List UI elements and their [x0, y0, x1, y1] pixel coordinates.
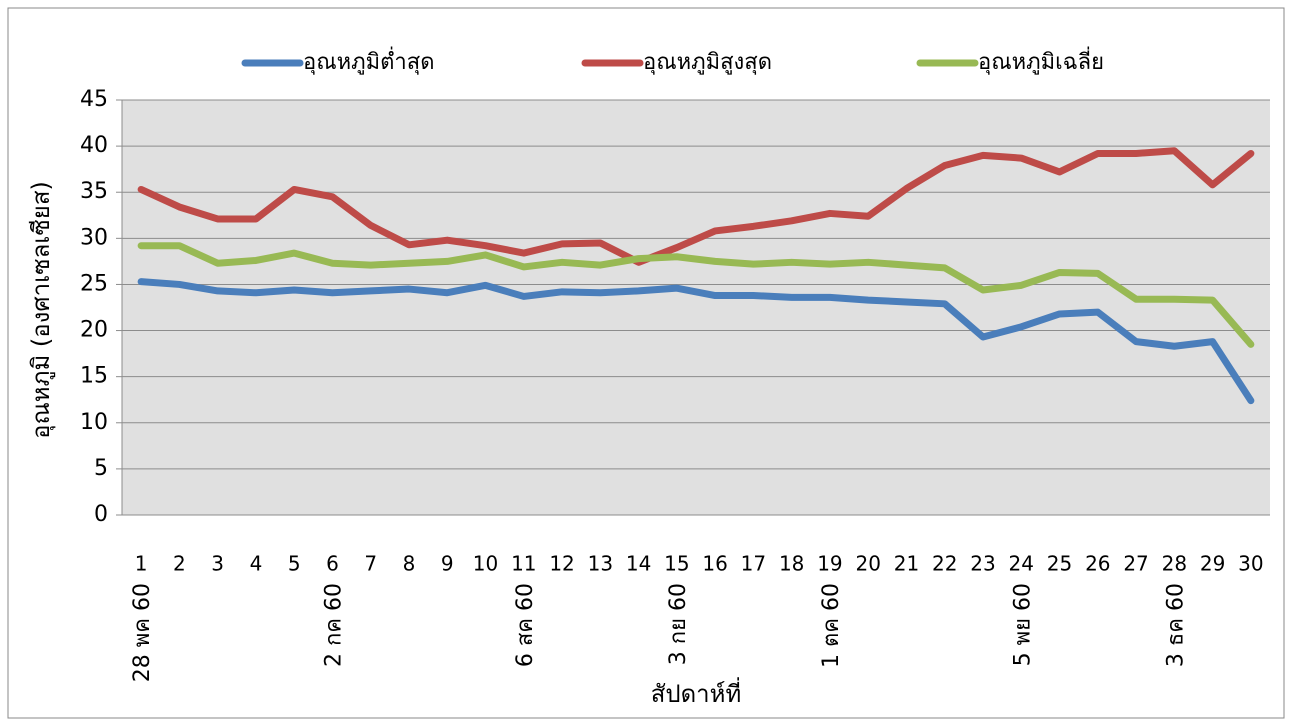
- x-tick-label: 5: [288, 552, 301, 576]
- y-tick-label: 15: [80, 364, 108, 389]
- x-tick-label: 8: [403, 552, 416, 576]
- y-tick-label: 20: [80, 318, 108, 343]
- series-line: [137, 242, 1255, 348]
- legend-label: อุณหภูมิต่ำสุด: [303, 46, 434, 75]
- x-tick-label: 10: [473, 552, 498, 576]
- x-tick-label: 6: [326, 552, 339, 576]
- y-tick-label: 0: [94, 502, 108, 527]
- x-tick-label: 26: [1085, 552, 1110, 576]
- plot-area: [122, 100, 1270, 515]
- date-label: 2 กค 60: [321, 583, 346, 667]
- x-tick-label: 20: [855, 552, 880, 576]
- date-label: 3 กย 60: [666, 583, 691, 665]
- x-tick-label: 2: [173, 552, 186, 576]
- x-tick-label: 22: [932, 552, 957, 576]
- y-axis-title: อุณหภูมิ (องศาเซลเซียส): [27, 181, 56, 439]
- y-tick-label: 10: [80, 410, 108, 435]
- x-tick-label: 12: [549, 552, 574, 576]
- x-tick-label: 27: [1123, 552, 1148, 576]
- x-tick-label: 14: [626, 552, 651, 576]
- date-label: 3 ธค 60: [1163, 583, 1188, 667]
- y-tick-label: 25: [80, 271, 108, 296]
- y-tick-label: 30: [80, 225, 108, 250]
- y-tick-label: 35: [80, 179, 108, 204]
- x-tick-label: 28: [1162, 552, 1187, 576]
- x-tick-label: 18: [779, 552, 804, 576]
- date-label: 6 สค 60: [513, 583, 538, 667]
- x-tick-label: 21: [894, 552, 919, 576]
- x-tick-label: 7: [364, 552, 377, 576]
- x-tick-label: 17: [741, 552, 766, 576]
- series-line: [137, 147, 1255, 266]
- x-tick-label: 23: [970, 552, 995, 576]
- date-label: 28 พค 60: [130, 583, 155, 682]
- y-tick-label: 45: [80, 87, 108, 112]
- y-tick-label: 5: [94, 456, 108, 481]
- x-tick-label: 9: [441, 552, 454, 576]
- x-tick-label: 11: [511, 552, 536, 576]
- date-label: 1 ตค 60: [819, 583, 844, 668]
- legend-label: อุณหภูมิสูงสุด: [643, 50, 772, 75]
- series-line: [137, 278, 1255, 405]
- x-tick-label: 25: [1047, 552, 1072, 576]
- legend-label: อุณหภูมิเฉลี่ย: [978, 46, 1104, 75]
- x-tick-label: 13: [588, 552, 613, 576]
- x-tick-label: 1: [135, 552, 148, 576]
- x-tick-label: 29: [1200, 552, 1225, 576]
- y-tick-label: 40: [80, 133, 108, 158]
- x-tick-label: 16: [702, 552, 727, 576]
- x-tick-label: 24: [1009, 552, 1034, 576]
- x-tick-label: 19: [817, 552, 842, 576]
- x-tick-label: 30: [1238, 552, 1263, 576]
- x-tick-label: 15: [664, 552, 689, 576]
- x-tick-label: 4: [250, 552, 263, 576]
- date-label: 5 พย 60: [1010, 583, 1035, 666]
- x-tick-label: 3: [211, 552, 224, 576]
- x-axis-title: สัปดาห์ที่: [651, 677, 742, 708]
